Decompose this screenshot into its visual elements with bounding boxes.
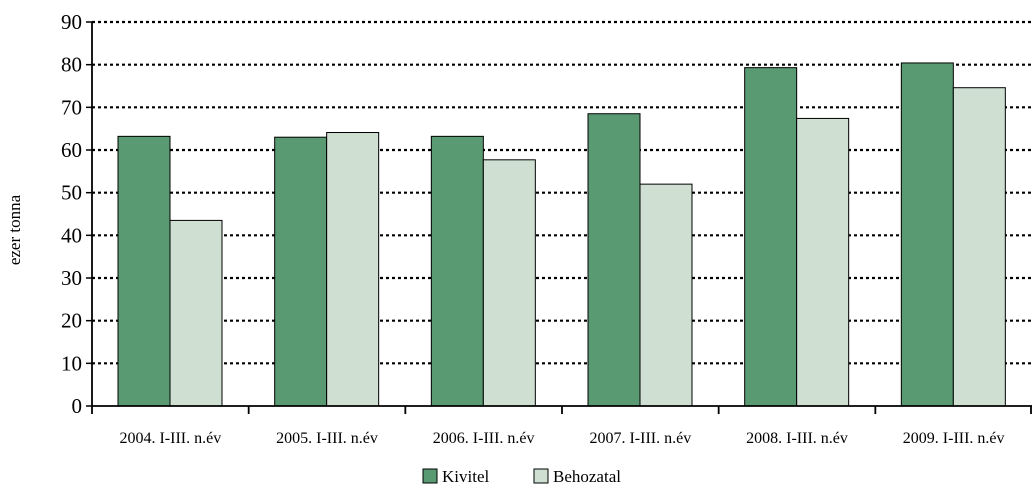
axes: 0 10 20 30 40 50 60 70 80 90 2004. I-III. n.év 2005… [61,10,1032,447]
y-tick-label-40: 40 [61,223,82,247]
gridlines [92,20,1032,365]
bars [117,62,1006,407]
bar-behozatal-4 [796,117,850,407]
bar-kivitel-1 [274,136,328,407]
y-tick-label-80: 80 [61,53,82,77]
x-tick-label-5: 2009. I-III. n.év [903,430,1005,447]
x-tick-label-2: 2006. I-III. n.év [433,430,535,447]
legend-swatch-behozatal [533,468,549,484]
legend-label-kivitel: Kivitel [442,467,489,486]
bar-behozatal-3 [639,183,693,407]
x-tick-label-0: 2004. I-III. n.év [119,430,221,447]
legend-swatch-kivitel [422,468,438,484]
bar-kivitel-2 [430,135,484,407]
y-tick-label-60: 60 [61,138,82,162]
legend: Kivitel Behozatal [422,467,621,486]
x-tick-label-1: 2005. I-III. n.év [276,430,378,447]
y-tick-label-10: 10 [61,351,82,375]
bar-behozatal-1 [326,132,380,407]
bar-behozatal-2 [482,159,536,407]
y-axis-label: ezer tonna [5,194,24,265]
y-tick-label-90: 90 [61,10,82,34]
legend-label-behozatal: Behozatal [553,467,621,486]
y-tick-label-50: 50 [61,181,82,205]
bar-kivitel-4 [744,67,798,407]
y-tick-label-0: 0 [72,394,83,418]
y-tick-label-30: 30 [61,266,82,290]
bar-behozatal-5 [952,87,1006,407]
y-tick-label-70: 70 [61,95,82,119]
bar-kivitel-3 [587,113,641,407]
bar-kivitel-5 [900,62,954,407]
x-tick-label-3: 2007. I-III. n.év [589,430,691,447]
bar-kivitel-0 [117,135,171,407]
x-tick-label-4: 2008. I-III. n.év [746,430,848,447]
bar-behozatal-0 [169,219,223,407]
y-tick-label-20: 20 [61,309,82,333]
